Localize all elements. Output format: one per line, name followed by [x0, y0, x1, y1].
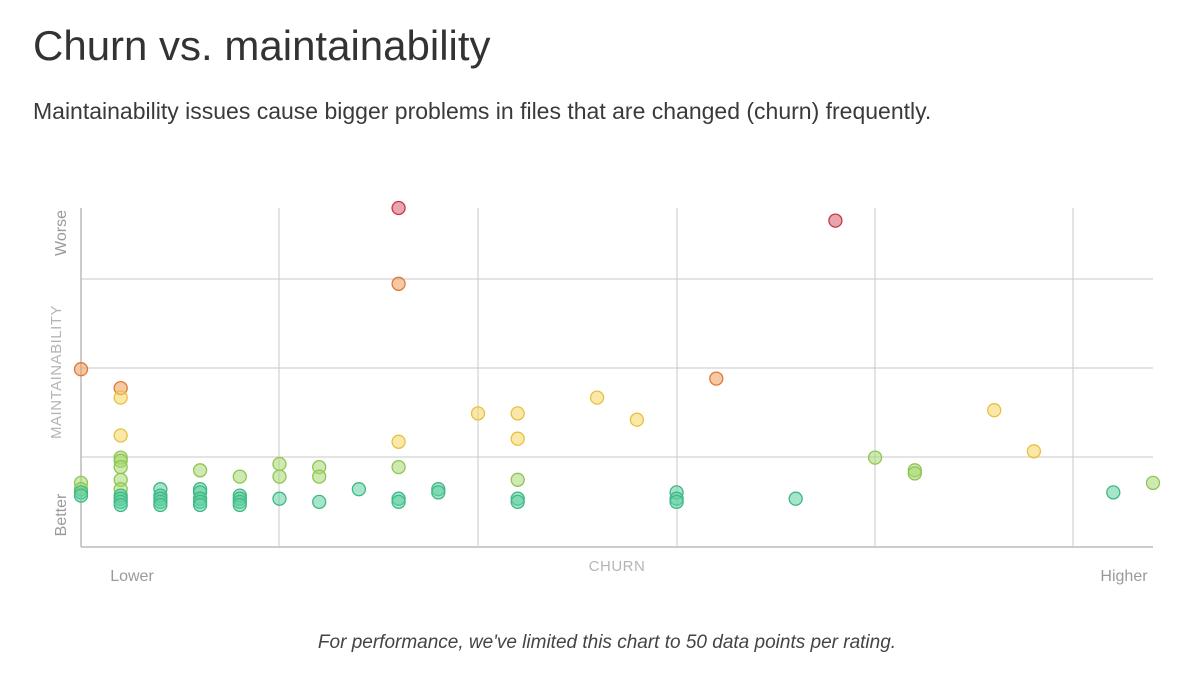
x-axis-title: CHURN: [589, 558, 646, 575]
data-point[interactable]: [73, 362, 89, 377]
data-point[interactable]: [867, 450, 883, 465]
data-point[interactable]: [391, 434, 406, 449]
data-points: [73, 200, 1161, 513]
data-point[interactable]: [1026, 444, 1042, 459]
data-point[interactable]: [470, 406, 486, 421]
data-point[interactable]: [788, 491, 803, 506]
scatter-chart: Worse MAINTAINABILITY Better Lower CHURN…: [48, 200, 1161, 585]
data-point[interactable]: [391, 459, 406, 475]
data-point[interactable]: [510, 472, 525, 487]
data-point[interactable]: [272, 491, 287, 506]
data-point[interactable]: [709, 371, 724, 386]
data-point[interactable]: [312, 469, 327, 484]
page-subtitle: Maintainability issues cause bigger prob…: [33, 98, 932, 124]
data-point[interactable]: [272, 456, 287, 472]
y-tick-label-high: Worse: [53, 210, 70, 256]
data-point[interactable]: [232, 469, 247, 484]
y-axis-title: MAINTAINABILITY: [48, 305, 65, 439]
data-point[interactable]: [113, 497, 128, 513]
data-point[interactable]: [987, 403, 1002, 418]
data-point[interactable]: [669, 494, 684, 510]
data-point[interactable]: [391, 494, 406, 510]
x-tick-label-low: Lower: [110, 568, 154, 585]
data-point[interactable]: [312, 494, 327, 510]
y-tick-label-low: Better: [53, 493, 70, 536]
data-point[interactable]: [1145, 475, 1161, 491]
data-point[interactable]: [391, 276, 406, 291]
grid: [81, 208, 1153, 546]
data-point[interactable]: [629, 412, 645, 427]
data-point[interactable]: [431, 485, 446, 500]
page-title: Churn vs. maintainability: [33, 22, 491, 69]
footnote: For performance, we've limited this char…: [317, 632, 897, 653]
data-point[interactable]: [828, 213, 843, 228]
data-point[interactable]: [113, 428, 128, 443]
data-point[interactable]: [589, 390, 605, 405]
data-point[interactable]: [907, 466, 922, 481]
data-point[interactable]: [113, 390, 128, 405]
data-point[interactable]: [73, 488, 89, 503]
x-tick-label-high: Higher: [1100, 568, 1148, 585]
data-point[interactable]: [510, 431, 525, 446]
data-point[interactable]: [272, 469, 287, 484]
data-point[interactable]: [351, 482, 367, 497]
data-point[interactable]: [192, 463, 208, 478]
data-point[interactable]: [391, 200, 406, 216]
data-point[interactable]: [232, 497, 247, 513]
data-point[interactable]: [192, 497, 208, 513]
data-point[interactable]: [510, 406, 525, 421]
data-point[interactable]: [113, 459, 128, 475]
data-point[interactable]: [510, 494, 525, 510]
data-point[interactable]: [1106, 485, 1121, 500]
data-point[interactable]: [153, 497, 168, 513]
